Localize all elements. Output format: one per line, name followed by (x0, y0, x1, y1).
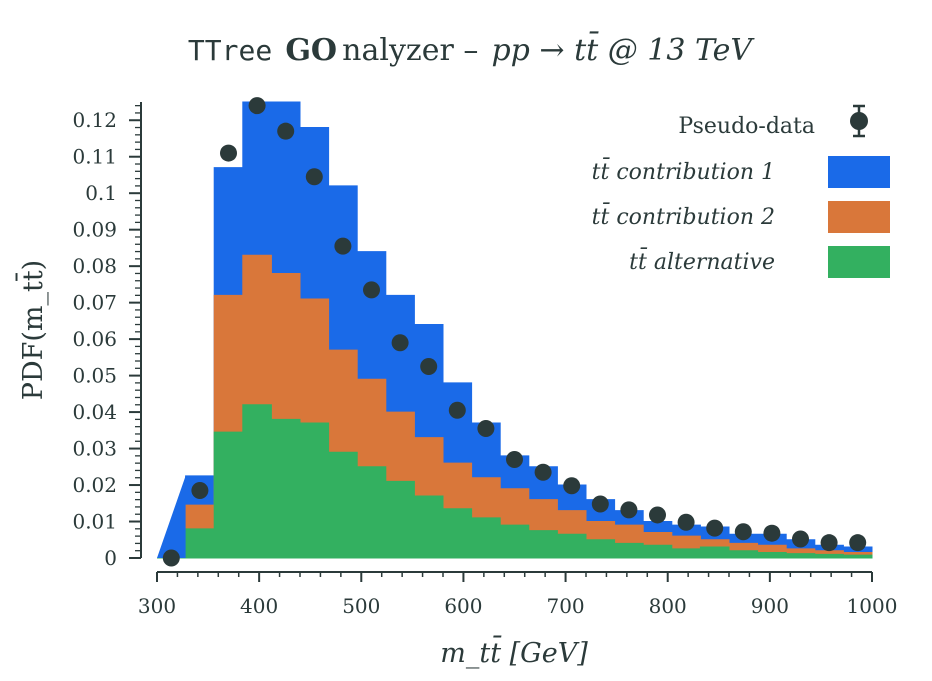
title-bold: GO (285, 33, 337, 68)
y-tick-label: 0.11 (72, 145, 117, 169)
data-point (849, 534, 867, 552)
legend-label-series-3: tt̄ alternative (629, 247, 775, 275)
x-tick-label: 400 (240, 594, 278, 618)
chart-title: TTree GO nalyzer – pp → tt̄ @ 13 TeV (188, 30, 755, 68)
y-tick-label: 0.07 (72, 291, 117, 315)
data-point (391, 334, 409, 352)
pseudo-data-points (162, 97, 867, 567)
y-tick-label: 0 (104, 546, 117, 570)
legend: Pseudo-data tt̄ contribution 1 tt̄ contrib… (592, 104, 890, 278)
x-tick-label: 700 (546, 594, 584, 618)
data-point (248, 97, 266, 115)
y-tick-label: 0.1 (85, 181, 117, 205)
legend-marker-pseudo-data (850, 112, 868, 130)
x-tick-label: 600 (444, 594, 482, 618)
data-point (506, 451, 523, 469)
y-tick-label: 0.02 (72, 473, 117, 497)
y-tick-label: 0.12 (72, 108, 117, 132)
y-axis-label: PDF(m_tt̄) (14, 260, 49, 400)
legend-swatch-series-2 (828, 201, 890, 233)
x-tick-label: 300 (138, 594, 176, 618)
series-area-wedge (157, 475, 186, 558)
y-tick-label: 0.04 (72, 400, 117, 424)
data-point (363, 281, 380, 299)
x-tick-label: 1000 (847, 594, 898, 618)
data-point (334, 237, 352, 255)
histogram-stack (157, 101, 873, 559)
legend-label-series-2: tt̄ contribution 2 (592, 202, 775, 230)
data-point (277, 122, 295, 140)
data-point (220, 144, 237, 162)
data-point (677, 513, 695, 531)
data-point (305, 168, 323, 186)
data-point (420, 357, 438, 375)
data-point (477, 419, 495, 437)
x-tick-label: 500 (342, 594, 380, 618)
data-point (591, 495, 609, 513)
title-rest: nalyzer – (342, 33, 478, 68)
y-tick-label: 0.01 (72, 510, 117, 534)
legend-swatch-series-1 (828, 156, 890, 188)
data-point (620, 501, 638, 519)
data-point (448, 401, 466, 419)
title-process: pp → tt̄ @ 13 TeV (491, 30, 755, 68)
data-point (563, 477, 581, 495)
data-point (734, 523, 752, 541)
y-tick-label: 0.09 (72, 218, 117, 242)
x-tick-label: 800 (649, 594, 687, 618)
y-tick-label: 0.08 (72, 254, 117, 278)
axes: 300 400 500 600 700 800 900 1000 0 0.01 0.02 0.03 0.… (72, 102, 897, 618)
x-tick-label: 900 (751, 594, 789, 618)
data-point (820, 534, 838, 552)
legend-swatch-series-3 (828, 246, 890, 278)
data-point (534, 463, 552, 481)
y-tick-label: 0.05 (72, 364, 117, 388)
data-point (706, 519, 724, 537)
legend-label-pseudo-data: Pseudo-data (678, 114, 815, 139)
series-area-3 (157, 404, 873, 559)
data-point (162, 549, 180, 567)
data-point (763, 524, 781, 542)
data-point (191, 482, 209, 500)
legend-label-series-1: tt̄ contribution 1 (592, 157, 775, 185)
data-point (792, 530, 809, 548)
title-mono: TTree (188, 34, 272, 67)
x-axis-label: m_tt̄ [GeV] (440, 634, 588, 669)
data-point (649, 506, 666, 524)
y-tick-label: 0.03 (72, 437, 117, 461)
y-tick-label: 0.06 (72, 327, 117, 351)
